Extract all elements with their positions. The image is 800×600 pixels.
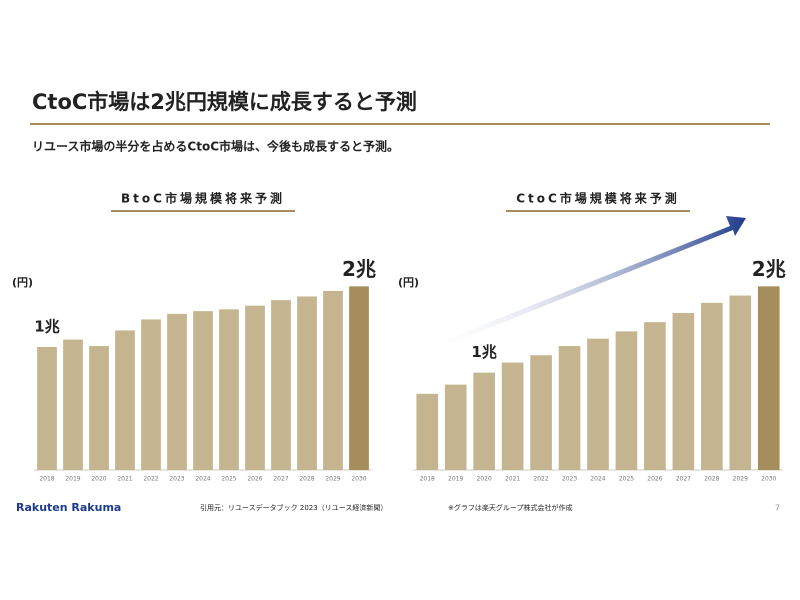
value-label: 1兆 (34, 317, 59, 335)
slide-title: CtoC市場は2兆円規模に成長すると予測 (32, 90, 417, 114)
bar (473, 372, 495, 470)
x-tick-label: 2021 (505, 476, 520, 483)
x-tick-label: 2027 (273, 476, 288, 483)
logo: Rakuten Rakuma (16, 501, 121, 514)
bar (349, 286, 369, 470)
value-label: 1兆 (471, 343, 496, 361)
bar (115, 330, 135, 470)
chart-title: BtoC市場規模将来予測 (121, 191, 285, 206)
bar (89, 346, 109, 470)
x-tick-label: 2025 (619, 476, 634, 483)
bar (37, 346, 57, 470)
bar (558, 346, 581, 470)
x-tick-label: 2025 (221, 476, 236, 483)
bar (729, 295, 752, 470)
x-tick-label: 2023 (562, 476, 577, 483)
bar (501, 362, 524, 470)
bar (271, 300, 291, 470)
bar (615, 331, 638, 470)
x-tick-label: 2021 (117, 476, 132, 483)
x-tick-label: 2019 (65, 476, 80, 483)
chart-title: CtoC市場規模将来予測 (516, 191, 680, 206)
bar (245, 305, 265, 470)
x-tick-label: 2027 (676, 476, 691, 483)
bar (587, 338, 609, 470)
x-tick-label: 2023 (169, 476, 184, 483)
x-tick-label: 2028 (299, 476, 314, 483)
note: ※グラフは楽天グループ株式会社が作成 (448, 503, 572, 512)
bar (530, 355, 552, 470)
bar (757, 286, 780, 470)
x-tick-label: 2022 (533, 476, 548, 483)
bar (141, 319, 161, 470)
x-tick-label: 2029 (733, 476, 748, 483)
bar (701, 302, 723, 470)
bar (444, 384, 467, 470)
page-number: 7 (775, 504, 780, 513)
bar (193, 311, 213, 470)
x-tick-label: 2020 (477, 476, 492, 483)
x-tick-label: 2018 (39, 476, 54, 483)
x-tick-label: 2030 (761, 476, 776, 483)
bar (644, 322, 666, 470)
x-tick-label: 2028 (704, 476, 719, 483)
value-label: 2兆 (342, 257, 376, 281)
bar (219, 309, 239, 470)
value-label: 2兆 (752, 257, 786, 281)
unit-label: (円) (12, 276, 33, 289)
bar (63, 339, 83, 470)
bar (672, 312, 695, 470)
bar (416, 393, 439, 470)
unit-label: (円) (398, 276, 419, 289)
x-tick-label: 2018 (420, 476, 435, 483)
slide-subtitle: リユース市場の半分を占めるCtoC市場は、今後も成長すると予測。 (32, 139, 399, 154)
x-tick-label: 2022 (143, 476, 158, 483)
x-tick-label: 2024 (590, 476, 605, 483)
x-tick-label: 2026 (247, 476, 262, 483)
x-tick-label: 2030 (351, 476, 366, 483)
x-tick-label: 2024 (195, 476, 210, 483)
x-tick-label: 2020 (91, 476, 106, 483)
x-tick-label: 2026 (647, 476, 662, 483)
growth-arrow (420, 216, 746, 355)
source: 引用元：リユースデータブック 2023（リユース経済新聞） (200, 503, 387, 512)
x-tick-label: 2019 (448, 476, 463, 483)
bar (323, 290, 343, 470)
x-tick-label: 2029 (325, 476, 340, 483)
bar (297, 296, 317, 470)
bar (167, 313, 187, 470)
